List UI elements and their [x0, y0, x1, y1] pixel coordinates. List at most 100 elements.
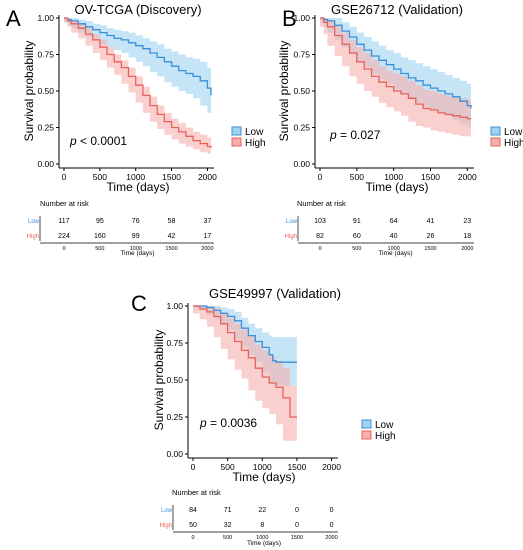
x-tick-label: 2000 [322, 462, 341, 472]
risk-count-high: 224 [58, 233, 70, 240]
risk-count-high: 40 [390, 233, 398, 240]
risk-count-low: 103 [314, 218, 326, 225]
legend-label-low: Low [245, 127, 264, 138]
risk-count-high: 0 [330, 522, 334, 529]
p-value-symbol: p [69, 134, 77, 148]
risk-row-label-high: High [27, 234, 39, 240]
risk-count-high: 32 [224, 522, 232, 529]
risk-table-title: Number at risk [172, 488, 221, 497]
risk-count-low: 117 [58, 218, 69, 225]
p-value: p = 0.027 [329, 128, 381, 142]
risk-table-x-label: Time (days) [247, 540, 281, 547]
risk-table-tick-label: 1500 [165, 246, 177, 252]
risk-count-low: 0 [295, 507, 299, 514]
risk-count-high: 42 [168, 233, 176, 240]
risk-count-low: 64 [390, 218, 398, 225]
risk-count-high: 82 [316, 233, 324, 240]
p-value-symbol: p [329, 128, 337, 142]
panel-b: B GSE26712 (Validation) 0.00 0.25 0.50 0.75 1.… [277, 2, 523, 257]
survival-curve-low [64, 17, 212, 96]
risk-table-title: Number at risk [297, 199, 346, 208]
risk-table-tick-label: 0 [318, 246, 321, 252]
x-axis-label: Time (days) [233, 470, 296, 484]
x-tick-label: 1500 [287, 462, 306, 472]
risk-table-x-label: Time (days) [120, 250, 154, 257]
legend-swatch-high [231, 137, 242, 147]
y-tick-label: 0.75 [293, 50, 310, 60]
p-value-text: < 0.0001 [77, 134, 128, 148]
risk-table-tick-label: 0 [62, 246, 65, 252]
x-tick-label: 500 [221, 462, 235, 472]
p-value-text: = 0.027 [337, 128, 381, 142]
y-tick-label: 0.50 [166, 375, 183, 385]
risk-table-tick-label: 0 [191, 535, 194, 541]
x-tick-label: 1500 [421, 172, 440, 182]
legend-swatch-high [361, 430, 372, 440]
y-tick-label: 0.25 [293, 123, 310, 133]
x-tick-label: 500 [350, 172, 364, 182]
risk-table-tick-label: 2000 [461, 246, 473, 252]
risk-table-title: Number at risk [40, 199, 89, 208]
risk-table-tick-label: 500 [223, 535, 232, 541]
y-tick-label: 0.75 [166, 338, 183, 348]
risk-row-label-high: High [285, 234, 297, 240]
risk-count-low: 95 [96, 218, 104, 225]
risk-count-high: 99 [132, 233, 140, 240]
x-tick-label: 0 [318, 172, 323, 182]
risk-count-low: 0 [330, 507, 334, 514]
panel-letter: C [131, 291, 147, 316]
risk-table-tick-label: 1000 [256, 535, 268, 541]
y-tick-label: 0.00 [166, 449, 183, 459]
risk-count-high: 18 [463, 233, 471, 240]
survival-curve-high [64, 17, 212, 148]
survival-curve-high [320, 17, 471, 120]
y-tick-label: 0.00 [293, 159, 310, 169]
risk-table-tick-label: 1000 [130, 246, 142, 252]
x-tick-label: 0 [191, 462, 196, 472]
legend-swatch-low [490, 126, 501, 136]
ci-band-high [320, 18, 471, 137]
risk-table-tick-label: 500 [352, 246, 361, 252]
risk-count-high: 17 [204, 233, 212, 240]
y-tick-label: 1.00 [166, 301, 183, 311]
risk-table-tick-label: 2000 [201, 246, 213, 252]
x-tick-label: 0 [62, 172, 67, 182]
panel-letter: B [282, 6, 297, 31]
x-tick-label: 500 [93, 172, 107, 182]
risk-count-high: 0 [295, 522, 299, 529]
legend-label-high: High [504, 138, 523, 149]
x-tick-label: 2000 [198, 172, 217, 182]
x-tick-label: 1000 [253, 462, 272, 472]
legend-label-high: High [245, 138, 266, 149]
y-tick-label: 0.00 [37, 159, 54, 169]
panel-a: A OV-TCGA (Discovery) 0.00 0.25 0.50 0.75 1.00… [6, 2, 266, 257]
p-value-text: = 0.0036 [207, 416, 258, 430]
y-tick-label: 0.25 [37, 123, 54, 133]
risk-row-label-low: Low [28, 219, 40, 225]
p-value: p = 0.0036 [199, 416, 257, 430]
y-tick-label: 0.25 [166, 412, 183, 422]
ci-band-high [64, 18, 211, 154]
risk-count-high: 8 [260, 522, 264, 529]
risk-count-low: 41 [427, 218, 435, 225]
y-axis-label: Survival probability [152, 330, 166, 431]
chart-title: GSE26712 (Validation) [331, 2, 463, 17]
y-axis-label: Survival probability [277, 41, 291, 142]
x-tick-label: 1000 [126, 172, 145, 182]
x-tick-label: 1500 [162, 172, 181, 182]
survival-curve-low [320, 17, 472, 109]
legend-swatch-high [490, 137, 501, 147]
survival-curve-low [193, 305, 297, 363]
x-axis-label: Time (days) [107, 180, 170, 194]
risk-table-tick-label: 1500 [291, 535, 303, 541]
risk-row-label-low: Low [286, 219, 298, 225]
risk-table-tick-label: 1000 [388, 246, 400, 252]
chart-title: OV-TCGA (Discovery) [74, 2, 201, 17]
panel-letter: A [6, 6, 21, 31]
risk-row-label-high: High [160, 523, 172, 529]
risk-count-low: 71 [224, 507, 232, 514]
risk-count-low: 37 [204, 218, 212, 225]
risk-table-tick-label: 1500 [424, 246, 436, 252]
survival-curve-high [193, 305, 297, 418]
